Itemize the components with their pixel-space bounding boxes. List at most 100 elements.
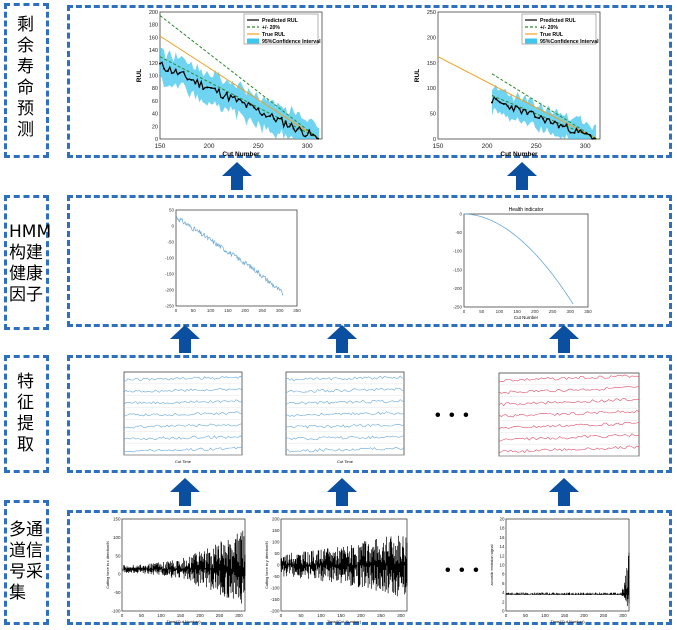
predicted-point <box>178 72 181 75</box>
x-axis-label: Cut Number <box>514 315 539 320</box>
x-axis-label: Cut Number <box>500 151 538 158</box>
up-arrow-icon <box>170 478 200 506</box>
legend-label: +/- 20% <box>540 25 558 31</box>
y-tick-label: 100 <box>427 86 436 92</box>
feature-line <box>123 399 243 405</box>
true-rul-line <box>437 56 598 140</box>
legend-label: 95%Confidence Interval <box>262 39 321 45</box>
plot-frame <box>285 371 405 456</box>
predicted-point <box>593 137 596 140</box>
predicted-point <box>225 91 228 94</box>
up-arrow-icon <box>507 162 537 190</box>
legend-label: Predicted RUL <box>540 18 577 24</box>
x-tick-label: 200 <box>482 143 493 150</box>
y-tick-label: 50 <box>115 553 121 558</box>
predicted-point <box>217 88 220 91</box>
y-tick-label: -50 <box>114 590 121 595</box>
y-axis-label: RUL <box>414 69 421 82</box>
x-axis-label: Cut Time <box>175 459 192 464</box>
y-tick-label: 180 <box>149 23 158 29</box>
predicted-point <box>573 131 576 134</box>
x-tick-label: 250 <box>377 613 385 618</box>
predicted-rul-line <box>159 61 320 140</box>
predicted-point <box>526 113 529 116</box>
x-axis-label: Time/(Cut Number) <box>166 619 201 624</box>
y-tick-label: 80 <box>152 86 158 92</box>
x-axis-label: Time/(Cut Number) <box>327 619 362 624</box>
predicted-point <box>190 79 193 82</box>
health-indicator-line <box>175 216 284 296</box>
plot-frame <box>505 518 630 612</box>
y-tick-label: 0 <box>502 609 505 614</box>
feature-line <box>123 387 243 393</box>
x-tick-label: 50 <box>191 308 197 313</box>
feature-line <box>498 398 640 407</box>
up-arrow-icon <box>549 478 579 506</box>
feature-line <box>285 399 405 405</box>
y-tick-label: 0 <box>459 212 462 217</box>
x-tick-label: 300 <box>567 309 575 314</box>
y-tick-label: 50 <box>274 551 280 556</box>
feature-line <box>285 423 405 429</box>
predicted-point <box>538 117 541 120</box>
signal-trace <box>505 552 630 606</box>
predicted-point <box>561 125 564 128</box>
predicted-point <box>530 110 533 113</box>
predicted-point <box>534 116 537 119</box>
legend-label: Predicted RUL <box>262 18 299 24</box>
y-tick-label: 20 <box>152 124 158 130</box>
feature-line <box>123 375 243 382</box>
predicted-point <box>272 117 275 120</box>
x-axis-label: Time/(Cut Number) <box>550 619 585 624</box>
y-tick-label: 12 <box>499 553 505 558</box>
predicted-point <box>514 105 517 108</box>
stage-label-rul: 剩 余 寿 命 预 测 <box>17 15 34 140</box>
x-tick-label: 350 <box>584 309 592 314</box>
x-tick-label: 200 <box>531 309 539 314</box>
confidence-band <box>160 48 320 140</box>
x-tick-label: 150 <box>561 613 569 618</box>
x-tick-label: 0 <box>175 308 178 313</box>
y-tick-label: 150 <box>427 61 436 67</box>
predicted-point <box>253 106 256 109</box>
up-arrow-icon <box>327 478 357 506</box>
predicted-point <box>241 101 244 104</box>
predicted-point <box>491 101 493 104</box>
legend-label: True RUL <box>262 32 286 38</box>
x-tick-label: 100 <box>541 613 549 618</box>
y-tick-label: 100 <box>272 540 280 545</box>
y-tick-label: 200 <box>272 517 280 522</box>
x-tick-label: 150 <box>513 309 521 314</box>
feature-line <box>123 435 243 441</box>
predicted-point <box>292 127 295 130</box>
predicted-point <box>296 128 299 131</box>
predicted-point <box>245 105 248 108</box>
feature-line <box>285 435 405 441</box>
predicted-point <box>589 134 592 137</box>
x-tick-label: 300 <box>276 308 284 313</box>
x-tick-label: 150 <box>224 308 232 313</box>
feature-line <box>498 374 640 383</box>
y-tick-label: 150 <box>113 517 121 522</box>
chart-title: Health indicator <box>509 207 544 213</box>
predicted-point <box>565 123 568 126</box>
predicted-point <box>545 118 548 121</box>
x-tick-label: 200 <box>580 613 588 618</box>
predicted-point <box>494 97 497 100</box>
predicted-point <box>300 129 303 132</box>
x-tick-label: 150 <box>155 143 166 150</box>
predicted-point <box>159 62 161 65</box>
x-tick-label: 150 <box>433 143 444 150</box>
y-tick-label: -200 <box>165 288 175 293</box>
feature-line <box>498 421 640 430</box>
y-tick-label: -200 <box>270 609 280 614</box>
feature-line <box>123 411 243 417</box>
feature-line <box>498 433 640 442</box>
feature-ellipsis: • • • <box>435 407 471 424</box>
predicted-point <box>210 86 213 89</box>
feature-chart-right <box>498 372 640 457</box>
health-indicator-line <box>463 213 574 305</box>
x-tick-label: 150 <box>337 613 345 618</box>
